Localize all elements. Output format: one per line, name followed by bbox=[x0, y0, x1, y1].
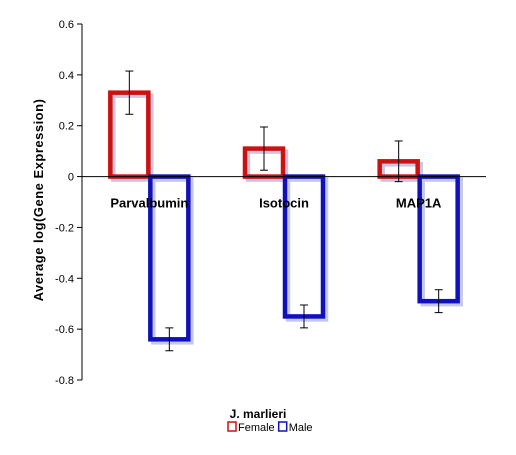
x-axis-label: J. marlieri bbox=[230, 407, 287, 421]
bar-shadow bbox=[380, 162, 423, 182]
y-tick-label: -0.8 bbox=[55, 375, 74, 387]
category-label: Parvalbumin bbox=[110, 196, 188, 211]
legend: Female Male bbox=[227, 421, 313, 434]
y-tick-label: -0.4 bbox=[55, 273, 74, 285]
bar-shadows bbox=[111, 93, 463, 345]
legend-swatch-male bbox=[277, 421, 288, 432]
bars bbox=[108, 90, 460, 342]
bar-shadow bbox=[245, 149, 289, 182]
legend-label-male: Male bbox=[289, 422, 313, 434]
category-label: Isotocin bbox=[259, 196, 309, 211]
y-ticks: 0.6 0.4 0.2 0 -0.2 -0.4 -0.6 -0.8 bbox=[55, 19, 82, 387]
y-tick-label: -0.2 bbox=[55, 222, 74, 234]
category-labels: Parvalbumin Isotocin MAP1A bbox=[110, 196, 442, 211]
bar-shadow bbox=[151, 177, 194, 345]
bar-shadow bbox=[420, 177, 463, 307]
y-tick-label: 0 bbox=[68, 172, 74, 184]
error-bars bbox=[125, 70, 443, 352]
legend-label-female: Female bbox=[238, 422, 275, 434]
y-tick-label: 0.2 bbox=[59, 121, 74, 133]
y-tick-label: -0.6 bbox=[55, 324, 74, 336]
y-tick-label: 0.6 bbox=[59, 19, 74, 31]
category-label: MAP1A bbox=[396, 196, 442, 211]
legend-swatch-female bbox=[227, 421, 237, 432]
bar-shadow bbox=[111, 93, 154, 182]
bar-shadow bbox=[285, 177, 329, 322]
y-tick-label: 0.4 bbox=[59, 70, 74, 82]
y-axis-label: Average log(Gene Expression) bbox=[31, 99, 46, 302]
